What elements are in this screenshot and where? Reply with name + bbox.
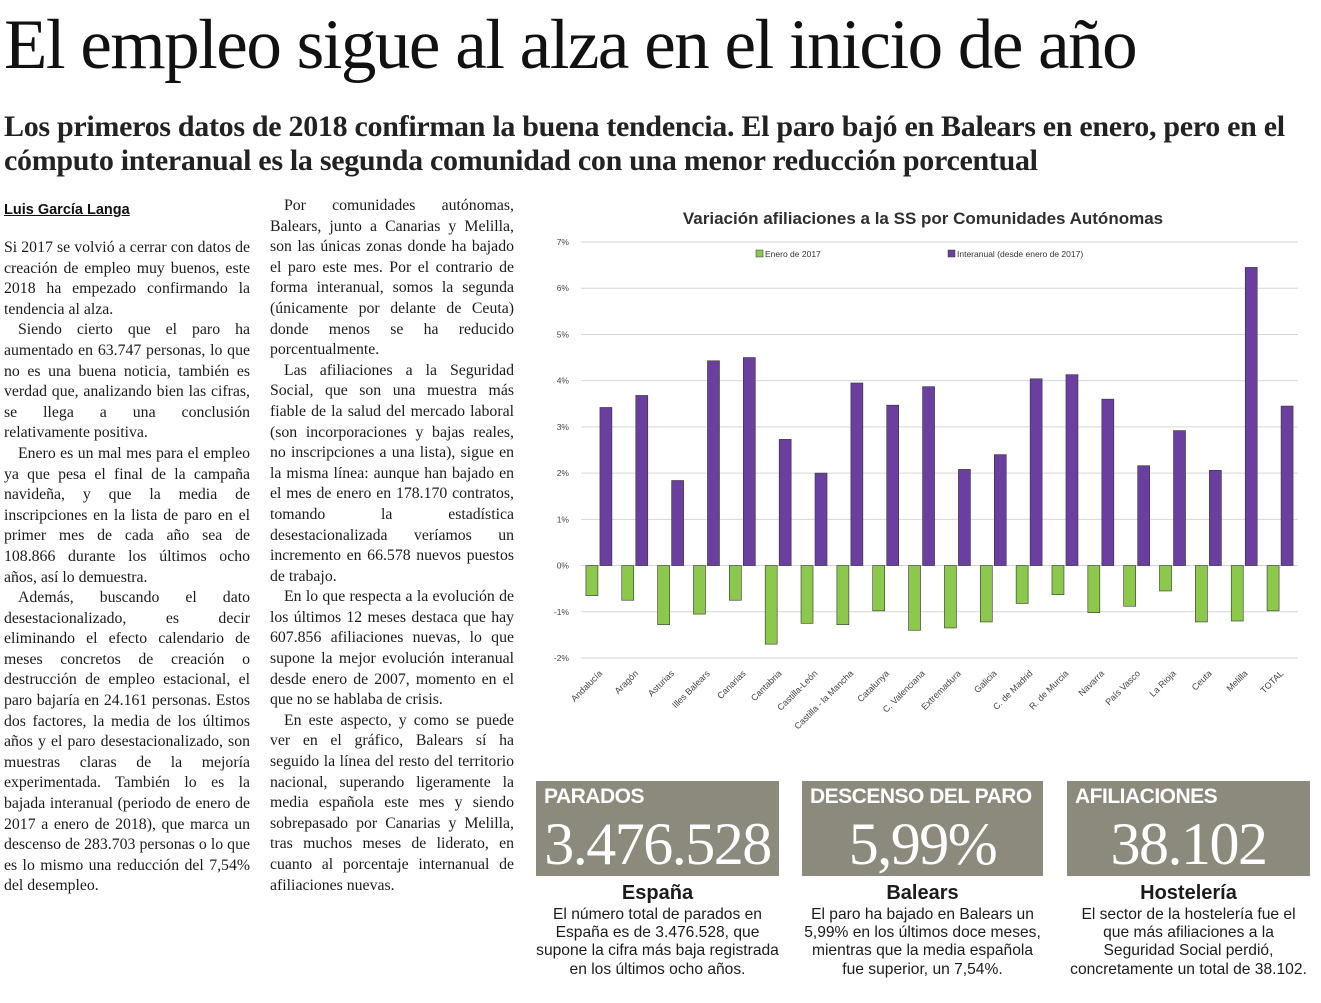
chart-svg: Variación afiliaciones a la SS por Comun…: [554, 209, 1298, 731]
stat-label: PARADOS: [544, 785, 644, 808]
paragraph: Por comunidades autónomas, Balears, junt…: [270, 197, 514, 359]
bar-interanual: [778, 439, 792, 566]
x-category-label: Aragón: [613, 668, 641, 696]
bar-enero-2017: [944, 565, 957, 629]
y-tick-label: -2%: [554, 653, 570, 663]
bar-enero-2017: [1123, 565, 1136, 607]
paragraph: Siendo cierto que el paro ha aumentado e…: [4, 321, 250, 442]
y-tick-label: 2%: [557, 468, 570, 478]
x-category-label: Cantabria: [749, 668, 784, 703]
article-column-2: Por comunidades autónomas, Balears, junt…: [270, 196, 514, 896]
y-tick-label: -1%: [554, 607, 570, 617]
stat-value: 3.476.528: [544, 811, 772, 877]
x-category-label: Illes Balears: [670, 668, 712, 710]
stat-box-parados: PARADOS 3.476.528: [536, 781, 779, 877]
stat-description: El sector de la hostelería fue el que má…: [1070, 906, 1307, 978]
bar-interanual: [850, 382, 864, 566]
bar-interanual: [1065, 374, 1079, 566]
paragraph: Las afiliaciones a la Seguridad Social, …: [270, 361, 514, 585]
paragraph: Además, buscando el dato desestacionaliz…: [4, 589, 250, 895]
bar-interanual: [1137, 465, 1150, 566]
stat-label: DESCENSO DEL PARO: [810, 785, 1032, 808]
legend-label: Enero de 2017: [765, 249, 821, 259]
y-tick-label: 4%: [557, 376, 570, 386]
x-category-label: Galicia: [972, 668, 999, 695]
bar-interanual: [993, 454, 1007, 566]
bar-interanual: [1029, 378, 1043, 566]
bar-interanual: [1209, 470, 1222, 566]
y-tick-label: 1%: [557, 514, 570, 524]
stat-value: 38.102: [1110, 811, 1269, 877]
bar-enero-2017: [1266, 565, 1280, 612]
chart-title: Variación afiliaciones a la SS por Comun…: [683, 209, 1163, 228]
bar-enero-2017: [908, 565, 921, 631]
legend-swatch: [947, 249, 956, 258]
x-category-label: Ceuta: [1190, 668, 1214, 692]
bar-enero-2017: [657, 565, 670, 626]
x-category-label: Catalunya: [855, 668, 891, 704]
legend-swatch: [755, 249, 764, 258]
stat-box-afiliaciones: AFILIACIONES 38.102: [1067, 781, 1310, 877]
bar-enero-2017: [979, 565, 993, 623]
paragraph: Enero es un mal mes para el empleo ya qu…: [4, 444, 250, 586]
x-category-label: Andalucía: [569, 668, 604, 703]
stat-value: 5,99%: [848, 811, 998, 877]
bar-enero-2017: [872, 565, 886, 612]
legend-label: Interanual (desde enero de 2017): [957, 249, 1083, 259]
bar-interanual: [599, 407, 613, 566]
y-tick-label: 7%: [557, 237, 570, 247]
bar-interanual: [1101, 398, 1115, 566]
bar-interanual: [743, 357, 756, 566]
bar-interanual: [814, 472, 828, 566]
bar-enero-2017: [1087, 565, 1101, 614]
stat-heading: Hostelería: [1140, 882, 1237, 904]
y-tick-label: 5%: [557, 329, 570, 339]
stat-description: El paro ha bajado en Balears un 5,99% en…: [804, 906, 1041, 978]
bar-enero-2017: [1230, 565, 1244, 622]
bar-enero-2017: [836, 565, 850, 626]
y-tick-label: 3%: [557, 422, 570, 432]
byline: Luis García Langa: [4, 202, 130, 218]
bar-enero-2017: [1195, 565, 1208, 623]
x-category-label: La Rioja: [1148, 668, 1178, 698]
bar-enero-2017: [1051, 565, 1065, 595]
bar-interanual: [671, 480, 684, 566]
article-column-1: Si 2017 se volvió a cerrar con datos de …: [4, 238, 250, 897]
stat-box-descenso: DESCENSO DEL PARO 5,99%: [802, 781, 1043, 877]
bar-interanual: [1173, 430, 1186, 566]
bar-enero-2017: [693, 565, 706, 615]
paragraph: En este aspecto, y como se puede ver en …: [270, 711, 514, 894]
x-category-label: Navarra: [1077, 668, 1107, 698]
stat-description: El número total de parados en España es …: [536, 906, 779, 978]
headline: El empleo sigue al alza en el inicio de …: [4, 6, 1138, 84]
x-category-label: Melilla: [1225, 668, 1250, 693]
x-category-label: TOTAL: [1258, 668, 1285, 695]
paragraph: En lo que respecta a la evolución de los…: [270, 588, 514, 709]
bar-enero-2017: [1159, 565, 1172, 592]
stat-label: AFILIACIONES: [1075, 785, 1218, 808]
bar-enero-2017: [800, 565, 814, 624]
x-category-label: Asturias: [646, 668, 676, 698]
bar-interanual: [635, 395, 649, 566]
bar-enero-2017: [621, 565, 635, 601]
bar-interanual: [958, 469, 971, 566]
bar-enero-2017: [764, 565, 778, 645]
y-tick-label: 6%: [557, 283, 570, 293]
bar-enero-2017: [1015, 565, 1029, 604]
x-category-label: País Vasco: [1103, 668, 1142, 707]
bar-enero-2017: [729, 565, 742, 601]
bar-interanual: [707, 360, 720, 566]
stat-heading: Balears: [886, 882, 959, 904]
bar-interanual: [922, 386, 935, 566]
stat-heading: España: [621, 882, 694, 904]
subhead: Los primeros datos de 2018 confirman la …: [4, 110, 1285, 177]
bar-enero-2017: [585, 565, 599, 596]
y-tick-label: 0%: [557, 561, 570, 571]
affiliation-chart: Variación afiliaciones a la SS por Comun…: [536, 200, 1316, 770]
bar-interanual: [1280, 405, 1294, 566]
paragraph: Si 2017 se volvió a cerrar con datos de …: [4, 239, 250, 318]
bar-interanual: [886, 404, 900, 566]
bar-interanual: [1244, 267, 1258, 566]
x-category-label: Canarias: [715, 668, 748, 701]
